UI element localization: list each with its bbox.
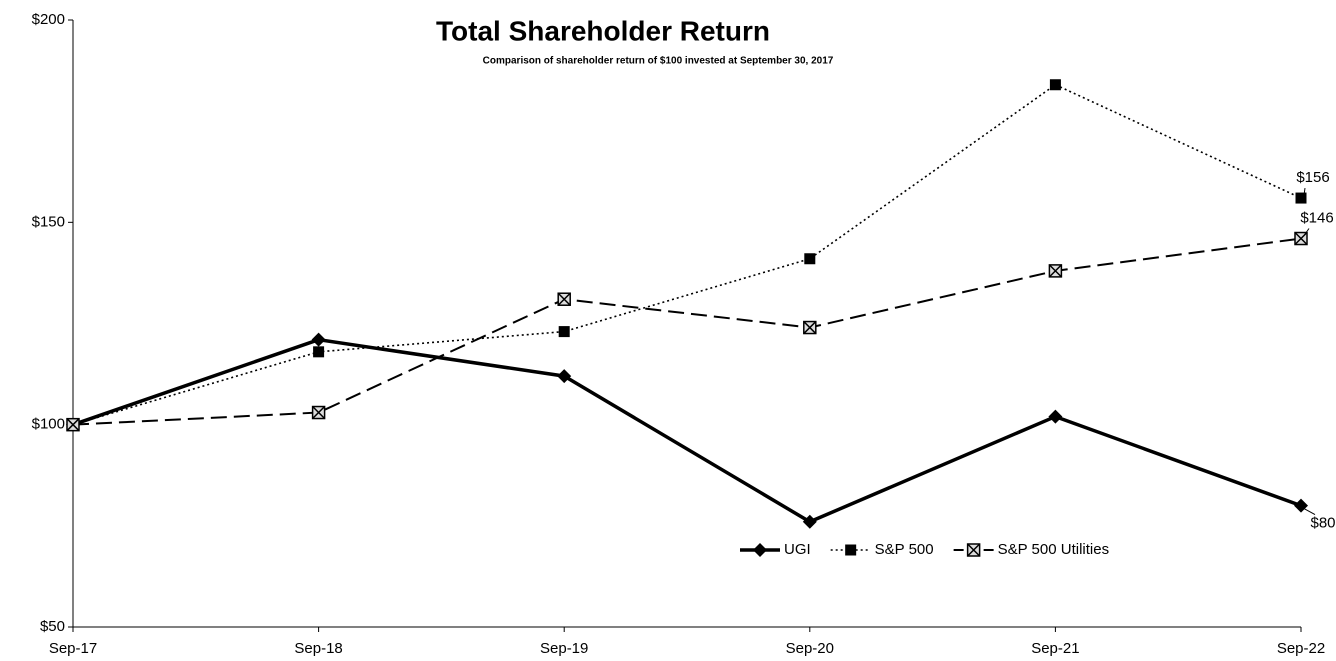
marker	[1295, 192, 1307, 204]
y-tick-label: $150	[32, 213, 65, 230]
marker	[313, 346, 325, 358]
marker	[845, 544, 857, 556]
label-leader	[1303, 187, 1306, 196]
marker	[1048, 409, 1063, 424]
y-tick-label: $100	[32, 416, 65, 433]
marker-cross	[312, 405, 326, 420]
legend-label: UGI	[784, 541, 811, 558]
y-tick-label: $50	[40, 618, 65, 635]
series-line	[72, 237, 1302, 426]
marker	[804, 253, 816, 265]
series-line	[72, 337, 1302, 524]
legend-label: S&P 500 Utilities	[998, 541, 1109, 558]
marker	[966, 543, 981, 557]
marker	[557, 292, 571, 306]
data-label: $80	[1310, 515, 1335, 532]
legend-label: S&P 500	[875, 541, 934, 558]
marker	[753, 543, 767, 557]
marker-cross	[967, 543, 981, 557]
x-tick-label: Sep-19	[540, 640, 588, 657]
marker-cross	[1048, 264, 1062, 278]
x-tick-label: Sep-21	[1031, 640, 1079, 657]
x-tick-label: Sep-20	[786, 640, 834, 657]
marker	[1294, 498, 1308, 513]
marker	[557, 369, 572, 384]
x-tick-label: Sep-22	[1277, 640, 1325, 657]
marker	[66, 417, 80, 432]
label-leader	[1303, 228, 1310, 236]
data-label: $146	[1300, 209, 1333, 226]
marker-cross	[803, 321, 817, 335]
marker-cross	[557, 292, 571, 306]
x-tick-label: Sep-17	[49, 640, 97, 657]
marker	[1048, 264, 1063, 278]
chart-title: Total Shareholder Return	[436, 15, 770, 46]
marker	[802, 514, 817, 529]
marker	[1049, 79, 1061, 91]
label-leader	[1303, 508, 1316, 516]
series-line	[72, 83, 1302, 426]
marker	[803, 320, 817, 335]
marker-cross	[66, 418, 80, 432]
chart-subtitle: Comparison of shareholder return of $100…	[483, 56, 834, 67]
data-label: $156	[1296, 169, 1329, 186]
marker	[311, 332, 326, 347]
marker	[558, 326, 570, 338]
marker	[311, 405, 326, 420]
y-tick-label: $200	[32, 11, 65, 28]
x-tick-label: Sep-18	[294, 640, 342, 657]
